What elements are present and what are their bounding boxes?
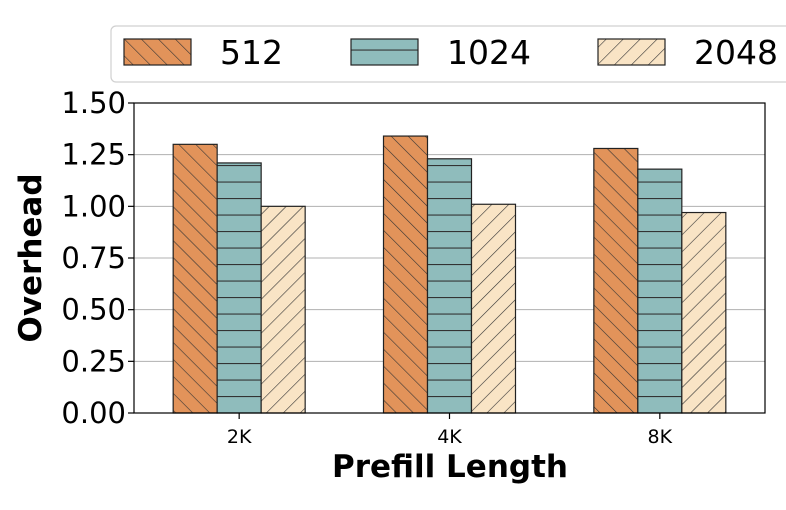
legend: 512 1024 2048	[110, 25, 786, 83]
y-axis-title: Overhead	[13, 173, 49, 342]
legend-label: 512	[220, 33, 283, 72]
y-tick-label: 1.25	[61, 138, 126, 172]
bar-2048-8K	[681, 211, 727, 414]
legend-label: 1024	[447, 33, 531, 72]
x-tick-label: 8K	[648, 426, 673, 448]
bar-1024-8K	[637, 168, 683, 414]
bar-512-8K	[593, 147, 639, 414]
bar-2048-2K	[260, 205, 306, 414]
y-tick-label: 0.75	[61, 241, 126, 275]
x-axis-title: Prefill Length	[332, 449, 568, 485]
y-tick-label: 0.25	[61, 344, 126, 378]
x-tick-label: 4K	[437, 426, 462, 448]
bar-1024-2K	[216, 162, 262, 414]
bar-1024-4K	[426, 158, 473, 414]
bar-512-4K	[382, 135, 429, 414]
y-tick-label: 0.50	[61, 293, 126, 327]
legend-item-2048: 2048	[597, 33, 778, 72]
x-tick-label: 2K	[227, 426, 252, 448]
bar-512-2K	[172, 143, 218, 414]
y-tick-label: 0.00	[61, 396, 126, 430]
legend-item-1024: 1024	[350, 33, 531, 72]
legend-item-512: 512	[123, 33, 283, 72]
y-tick-label: 1.50	[61, 86, 126, 120]
bar-2048-4K	[470, 203, 517, 414]
legend-label: 2048	[694, 33, 778, 72]
y-tick-label: 1.00	[61, 189, 126, 223]
